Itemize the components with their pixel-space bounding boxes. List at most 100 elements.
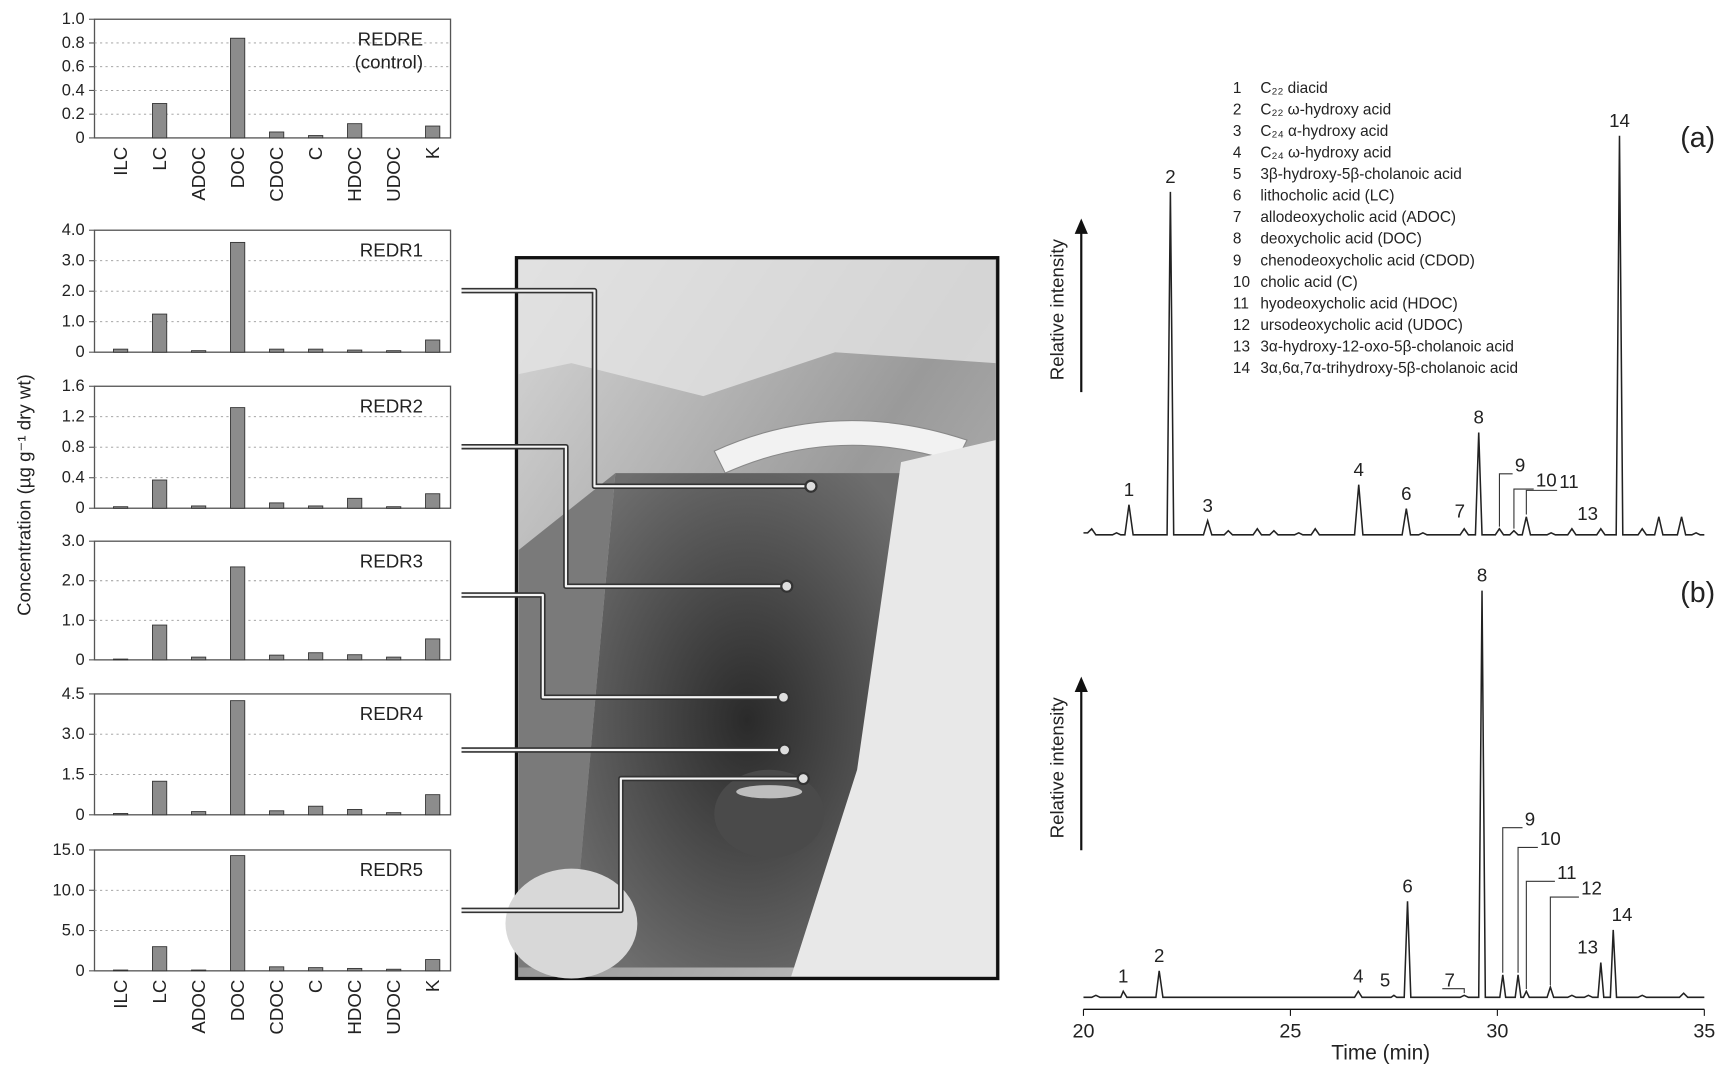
x-tick-label: C <box>305 980 326 993</box>
legend-number: 12 <box>1233 317 1250 334</box>
x-tick-label: CDOC <box>266 980 287 1035</box>
peak-label: 1 <box>1118 965 1128 986</box>
bar <box>386 968 402 972</box>
bar <box>347 123 363 139</box>
x-tick-label: K <box>422 979 443 992</box>
peak-label: 1 <box>1124 479 1134 500</box>
y-tick-label: 0 <box>75 343 84 361</box>
y-tick-label: 0 <box>75 129 84 147</box>
y-tick-label: 0.8 <box>62 34 85 52</box>
peak-label: 13 <box>1577 937 1598 958</box>
x-tick-label: ADOC <box>188 980 209 1034</box>
bar <box>425 493 441 509</box>
chromatogram-trace <box>1083 590 1705 999</box>
chromatogram-trace <box>1083 135 1705 536</box>
y-tick-label: 15.0 <box>53 841 85 859</box>
chart-title: REDRE <box>358 29 423 50</box>
chart-title: REDR4 <box>360 703 423 724</box>
bar <box>308 135 324 139</box>
chart-title: REDR1 <box>360 239 423 260</box>
x-tick-label: UDOC <box>383 147 404 202</box>
chart-title: REDR2 <box>360 396 423 417</box>
peak-label: 7 <box>1455 501 1465 522</box>
x-tick-label: 35 <box>1693 1020 1715 1042</box>
bar <box>191 656 207 661</box>
bar <box>113 969 129 972</box>
peak-leader <box>1517 846 1538 973</box>
legend-number: 9 <box>1233 252 1242 269</box>
x-tick-label: HDOC <box>344 980 365 1035</box>
peak-label: 3 <box>1202 495 1212 516</box>
bar <box>269 348 285 353</box>
bar <box>152 103 168 139</box>
x-tick-label: C <box>305 147 326 160</box>
y-tick-label: 3.0 <box>62 252 85 270</box>
legend-name: lithocholic acid (LC) <box>1260 188 1394 205</box>
x-tick-label: 25 <box>1279 1020 1301 1042</box>
x-tick-label: LC <box>149 147 170 171</box>
bar <box>347 349 363 353</box>
peak-label: 11 <box>1557 862 1576 883</box>
legend-name: C₂₂ ω-hydroxy acid <box>1260 102 1391 119</box>
legend-number: 5 <box>1233 166 1242 183</box>
bar <box>386 506 402 509</box>
legend-name: 3β-hydroxy-5β-cholanoic acid <box>1260 166 1461 183</box>
y-axis-label: Relative intensity <box>1047 697 1068 839</box>
legend-name: C₂₂ diacid <box>1260 80 1327 97</box>
y-tick-label: 3.0 <box>62 725 85 743</box>
bar <box>191 505 207 509</box>
x-axis-label: Time (min) <box>1331 1042 1430 1065</box>
legend-name: 3α-hydroxy-12-oxo-5β-cholanoic acid <box>1260 338 1514 355</box>
bar <box>113 813 129 816</box>
bar <box>308 505 324 509</box>
x-tick-label: 20 <box>1072 1020 1094 1042</box>
y-tick-label: 4.5 <box>62 685 85 703</box>
y-tick-label: 0.2 <box>62 105 85 123</box>
bar <box>230 407 246 509</box>
bar <box>386 812 402 816</box>
y-tick-label: 3.0 <box>62 532 85 550</box>
legend-number: 13 <box>1233 338 1250 355</box>
bar <box>152 313 168 353</box>
y-arrow-head <box>1074 218 1088 234</box>
x-tick-label: UDOC <box>383 980 404 1035</box>
x-tick-label: DOC <box>227 147 248 188</box>
chart-title: REDR3 <box>360 550 423 571</box>
bar <box>191 969 207 972</box>
y-tick-label: 0.4 <box>62 469 85 487</box>
chart-title: REDR5 <box>360 859 423 880</box>
peak-label: 6 <box>1402 875 1412 896</box>
legend-name: 3α,6α,7α-trihydroxy-5β-cholanoic acid <box>1260 360 1518 377</box>
bar <box>113 658 129 661</box>
peak-leader <box>1525 880 1555 990</box>
y-tick-label: 5.0 <box>62 922 85 940</box>
bar <box>269 131 285 139</box>
bar <box>269 966 285 972</box>
bar <box>269 502 285 509</box>
x-tick-label: DOC <box>227 980 248 1022</box>
legend-number: 10 <box>1233 274 1250 291</box>
bar <box>347 654 363 661</box>
y-tick-label: 4.0 <box>62 221 85 239</box>
y-tick-label: 0 <box>75 499 84 517</box>
bar <box>308 348 324 353</box>
y-tick-label: 1.0 <box>62 313 85 331</box>
peak-label: 6 <box>1401 483 1411 504</box>
peak-leader <box>1513 488 1534 529</box>
legend-number: 14 <box>1233 360 1251 377</box>
legend-number: 4 <box>1233 145 1242 162</box>
bar <box>308 967 324 972</box>
legend-number: 8 <box>1233 231 1242 248</box>
legend-number: 1 <box>1233 80 1242 97</box>
peak-label: 11 <box>1559 471 1578 492</box>
peak-label: 8 <box>1474 407 1484 428</box>
legend-name: deoxycholic acid (DOC) <box>1260 231 1422 248</box>
photo <box>505 256 1000 981</box>
bar <box>425 339 441 353</box>
y-tick-label: 0 <box>75 962 84 980</box>
peak-label: 13 <box>1577 503 1598 524</box>
peak-label: 2 <box>1154 945 1164 966</box>
bar <box>269 810 285 816</box>
peak-label: 9 <box>1515 455 1525 476</box>
peak-label: 4 <box>1353 965 1363 986</box>
